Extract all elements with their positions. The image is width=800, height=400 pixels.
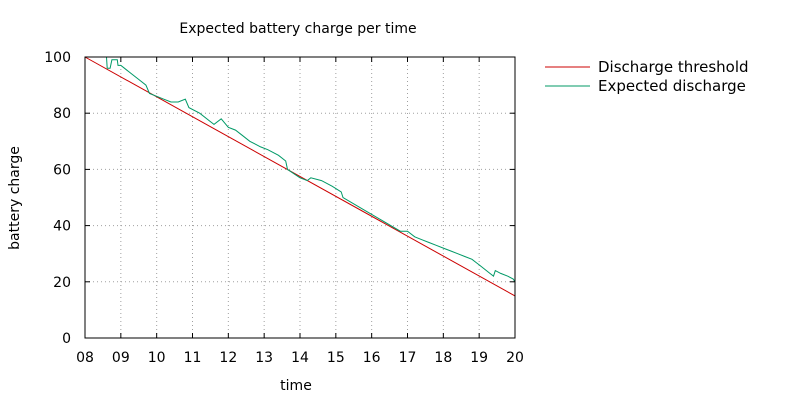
y-tick-label: 20 (53, 275, 71, 291)
y-tick-label: 40 (53, 219, 71, 235)
x-tick-label: 12 (219, 350, 237, 366)
x-tick-label: 16 (363, 350, 381, 366)
x-tick-label: 09 (112, 350, 130, 366)
x-tick-label: 15 (327, 350, 345, 366)
x-tick-label: 08 (76, 350, 94, 366)
x-tick-label: 20 (506, 350, 524, 366)
legend-label-2: Expected discharge (598, 77, 746, 95)
x-tick-label: 18 (434, 350, 452, 366)
x-tick-label: 10 (148, 350, 166, 366)
y-axis-label: battery charge (7, 146, 23, 250)
x-axis-label: time (280, 378, 312, 394)
x-tick-label: 13 (255, 350, 273, 366)
chart-title: Expected battery charge per time (179, 21, 416, 37)
series-line-2 (85, 56, 516, 283)
x-tick-label: 11 (184, 350, 202, 366)
grid (85, 57, 515, 338)
y-tick-label: 60 (53, 162, 71, 178)
x-tick-label: 14 (291, 350, 309, 366)
legend-label-1: Discharge threshold (598, 58, 749, 76)
y-tick-label: 80 (53, 106, 71, 122)
x-tick-label: 19 (470, 350, 488, 366)
plot-area (84, 56, 516, 297)
axis-ticks: 08 09 10 11 12 13 14 15 16 17 18 19 20 0 20 40 60 80 100 (44, 50, 524, 366)
y-tick-label: 0 (62, 331, 71, 347)
x-tick-label: 17 (399, 350, 417, 366)
y-tick-label: 100 (44, 50, 71, 66)
